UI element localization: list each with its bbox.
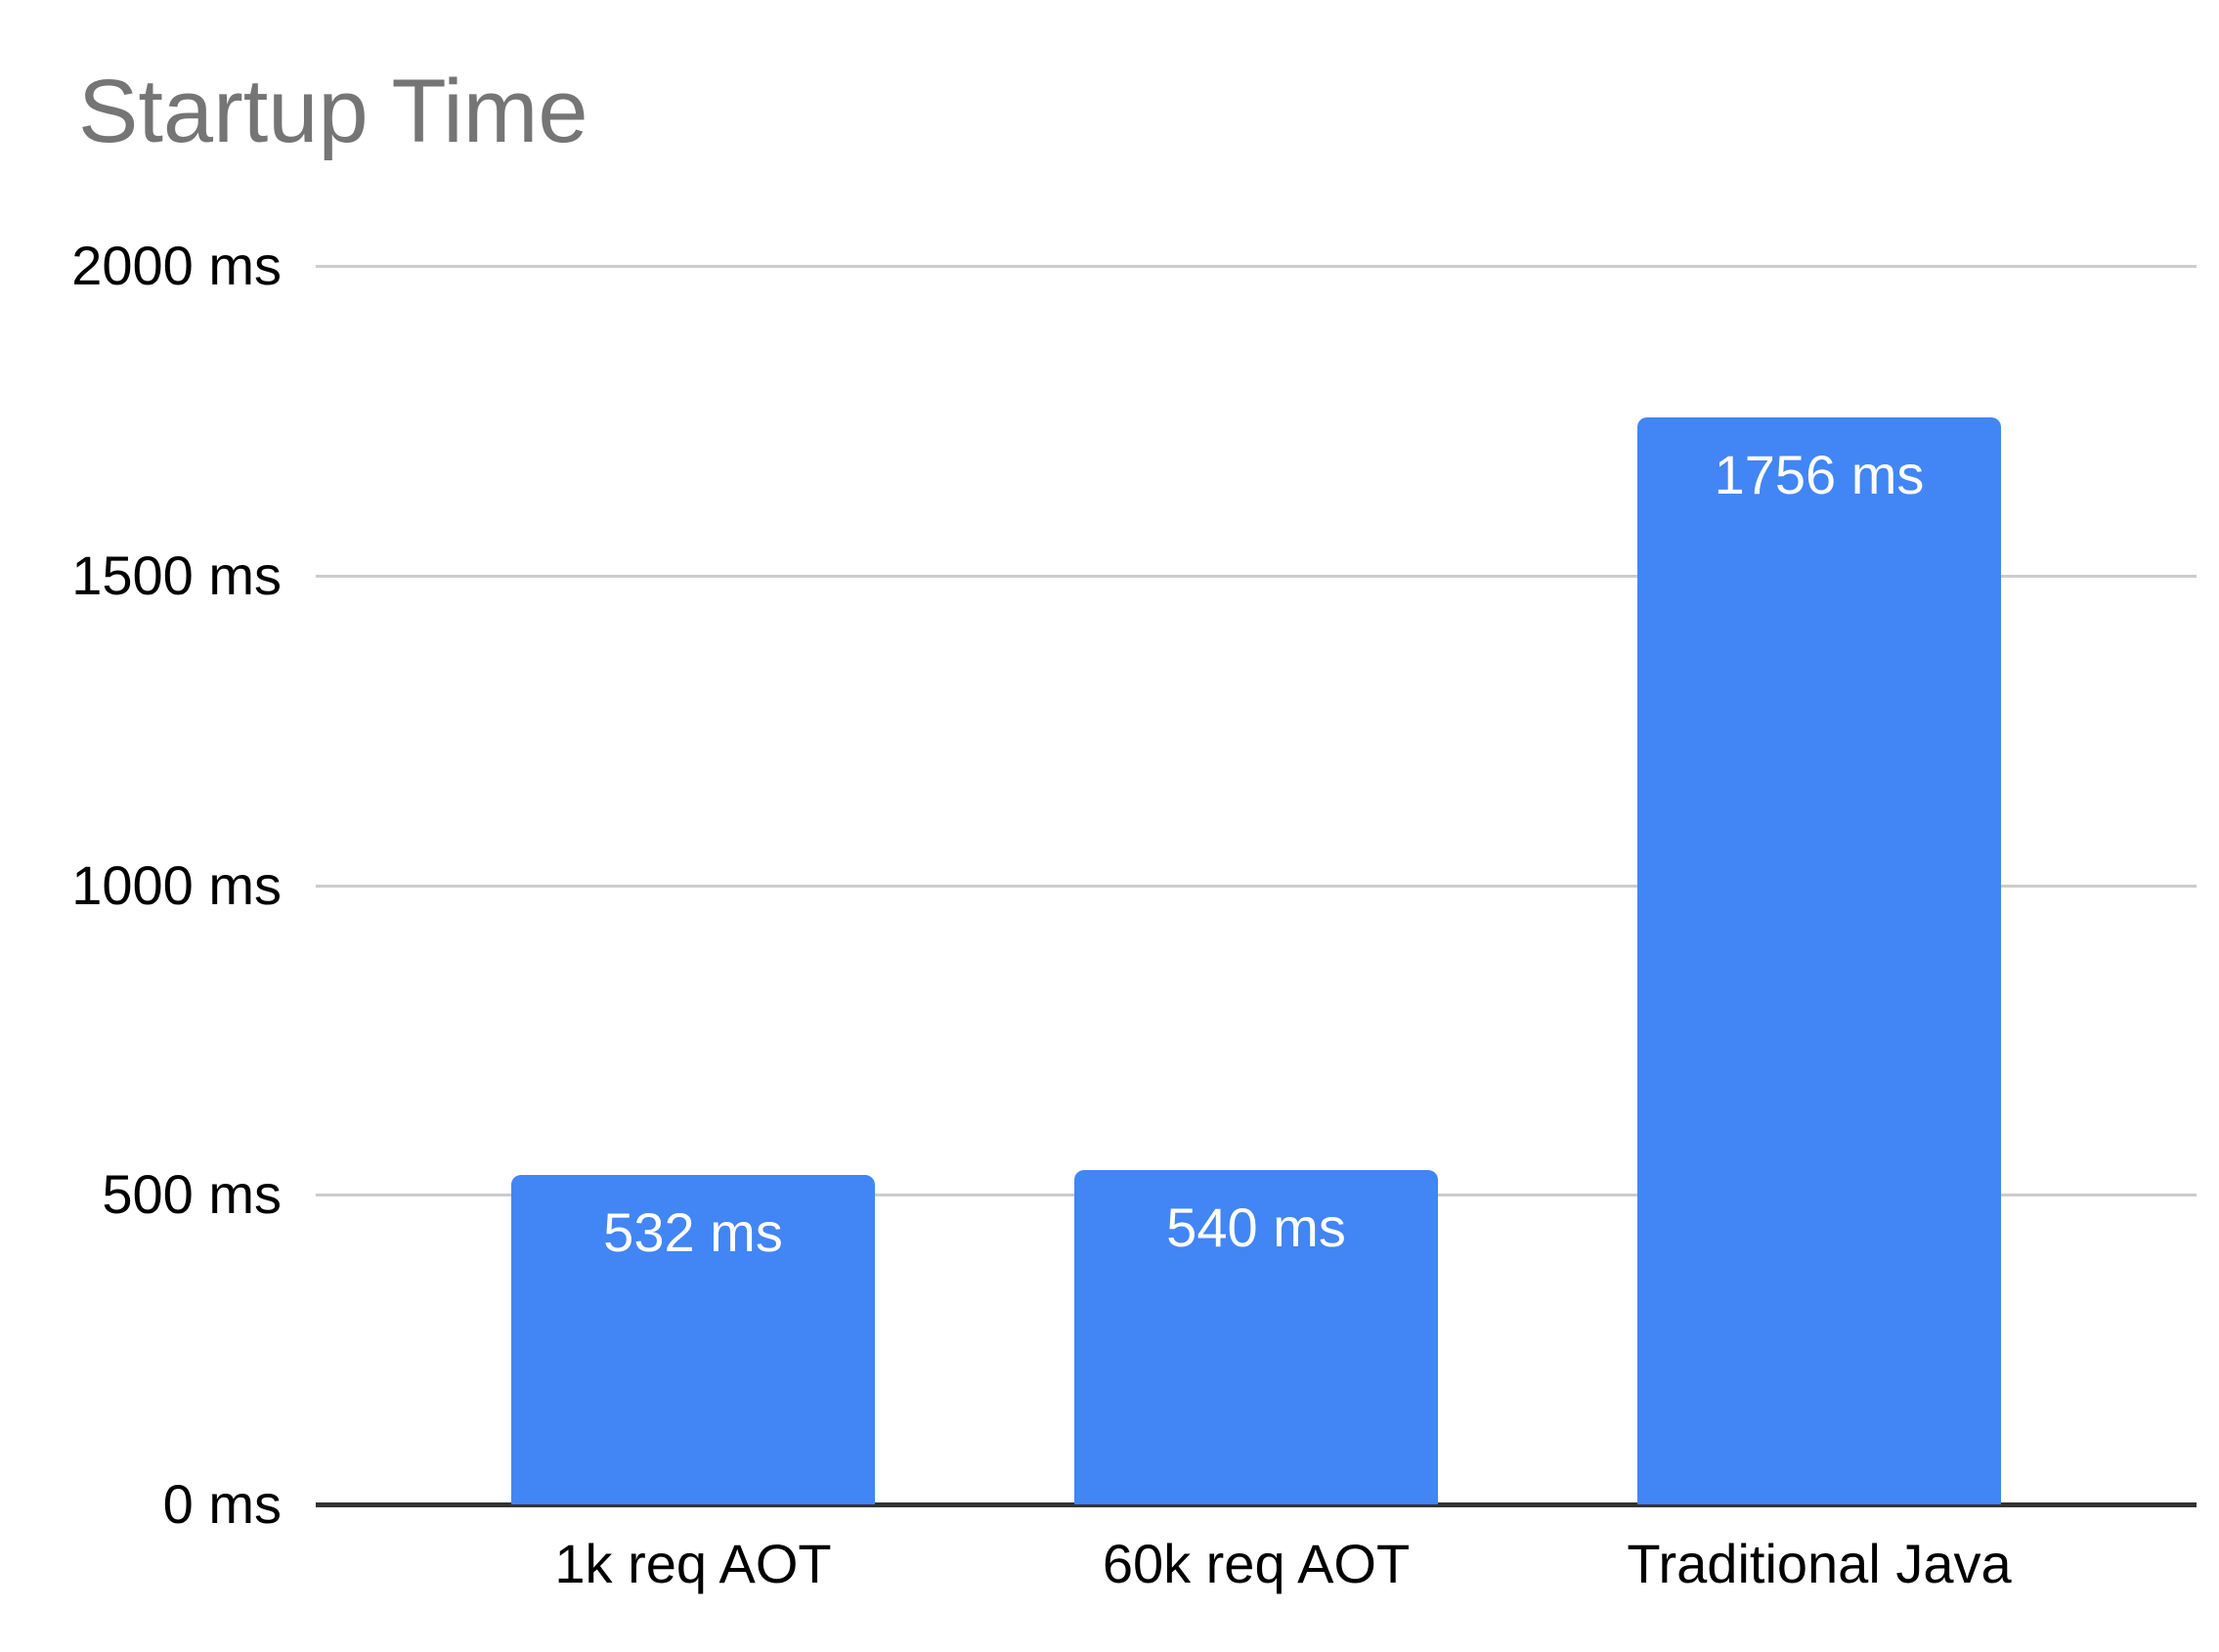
y-axis-tick-label: 1000 ms — [71, 853, 282, 916]
bar — [1637, 416, 2001, 1504]
x-axis-category-label: 60k req AOT — [1102, 1533, 1411, 1594]
x-axis-baseline — [316, 1502, 2197, 1507]
bar — [511, 1174, 875, 1504]
y-axis-tick-label: 0 ms — [162, 1473, 282, 1535]
x-axis-category-label: 1k req AOT — [554, 1533, 832, 1594]
bar-value-label: 532 ms — [603, 1200, 783, 1263]
chart-title: Startup Time — [78, 62, 588, 161]
bar — [1074, 1169, 1438, 1504]
bar-value-label: 540 ms — [1166, 1196, 1346, 1258]
y-axis-tick-label: 1500 ms — [71, 543, 282, 606]
bar-value-label: 1756 ms — [1714, 443, 1925, 505]
gridline — [316, 265, 2197, 268]
y-axis-tick-label: 500 ms — [102, 1163, 282, 1226]
y-axis-tick-label: 2000 ms — [71, 235, 282, 296]
x-axis-category-label: Traditional Java — [1627, 1533, 2012, 1594]
gridline — [316, 574, 2197, 578]
gridline — [316, 884, 2197, 888]
